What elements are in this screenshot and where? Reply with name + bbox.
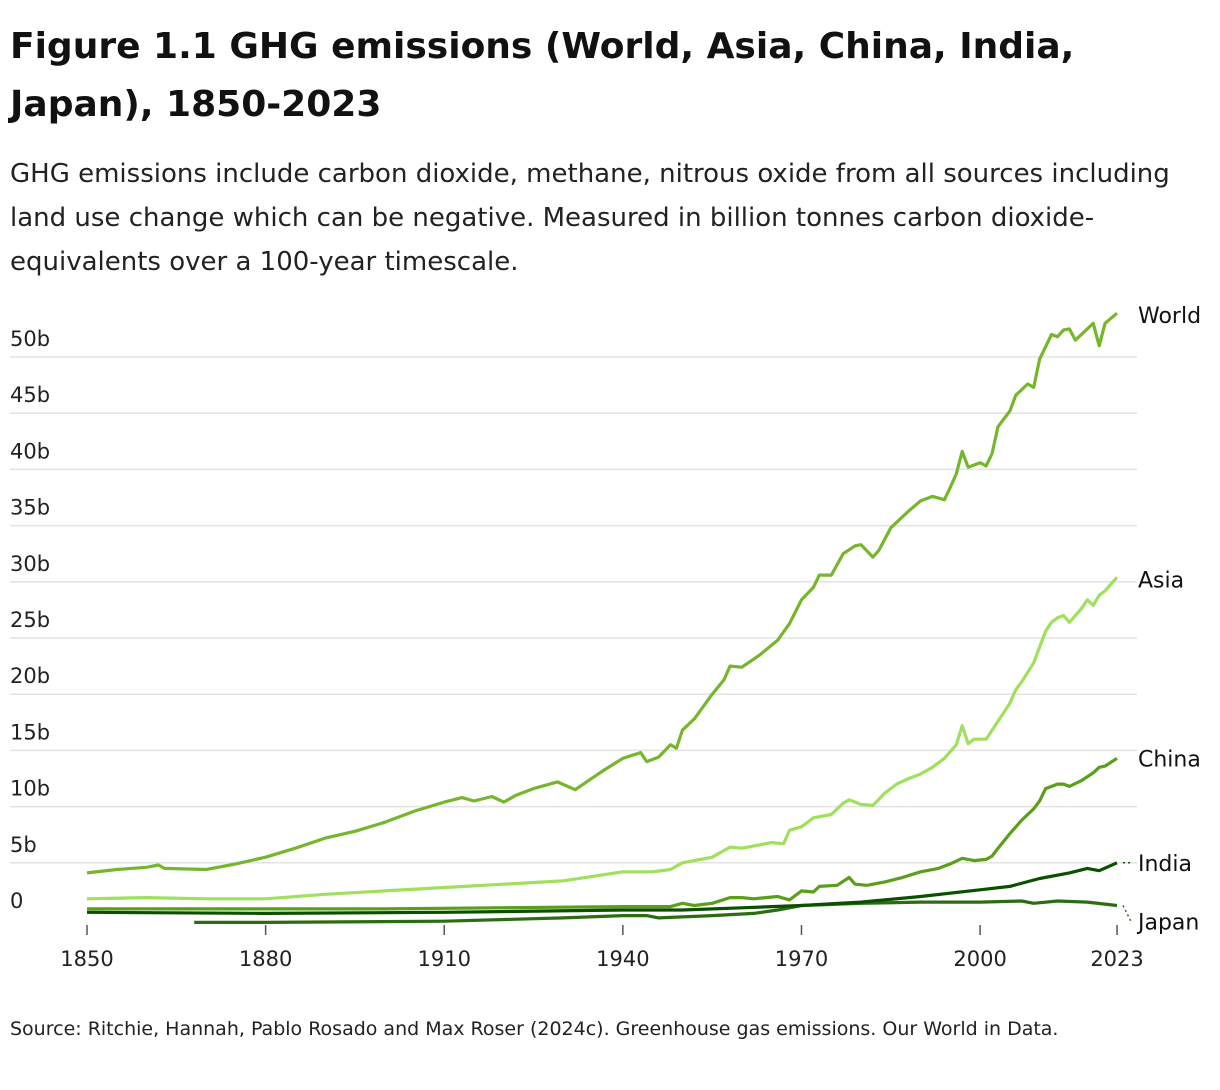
series-label-india: India <box>1138 852 1192 877</box>
series-line-india <box>86 861 1118 915</box>
series-label-asia: Asia <box>1138 568 1184 593</box>
series-label-world: World <box>1138 304 1201 329</box>
y-tick-label: 5b <box>10 833 37 857</box>
y-tick-label: 0 <box>10 889 23 913</box>
source-note: Source: Ritchie, Hannah, Pablo Rosado an… <box>10 1018 1059 1040</box>
chart-title: Figure 1.1 GHG emissions (World, Asia, C… <box>10 26 1075 125</box>
chart-subtitle: GHG emissions include carbon dioxide, me… <box>10 159 1170 277</box>
y-tick-label: 15b <box>10 720 50 744</box>
y-tick-label: 40b <box>10 439 50 463</box>
x-tick-label: 2000 <box>953 947 1006 971</box>
x-tick-label: 1970 <box>775 947 828 971</box>
x-tick-label: 1910 <box>418 947 471 971</box>
y-tick-label: 25b <box>10 608 50 632</box>
y-tick-label: 45b <box>10 383 50 407</box>
series-line-china <box>87 756 1118 911</box>
x-tick-label: 1940 <box>596 947 649 971</box>
y-tick-label: 30b <box>10 552 50 576</box>
y-tick-label: 50b <box>10 327 50 351</box>
line-chart: 0 5b 10b 15b 20b 25b 30b 35b 40b 45b 50b 1850 1880 19… <box>10 304 1201 971</box>
y-tick-label: 20b <box>10 664 50 688</box>
y-tick-label: 10b <box>10 777 50 801</box>
series-label-japan: Japan <box>1136 911 1199 936</box>
x-tick-label: 1850 <box>60 947 113 971</box>
x-tick-label: 2023 <box>1090 947 1143 971</box>
label-connector <box>1122 905 1132 922</box>
series-line-japan <box>194 899 1118 924</box>
series-line-asia <box>86 576 1119 901</box>
series-label-china: China <box>1138 747 1201 772</box>
y-tick-label: 35b <box>10 496 50 520</box>
x-tick-label: 1880 <box>239 947 292 971</box>
series-line-world <box>86 311 1119 875</box>
